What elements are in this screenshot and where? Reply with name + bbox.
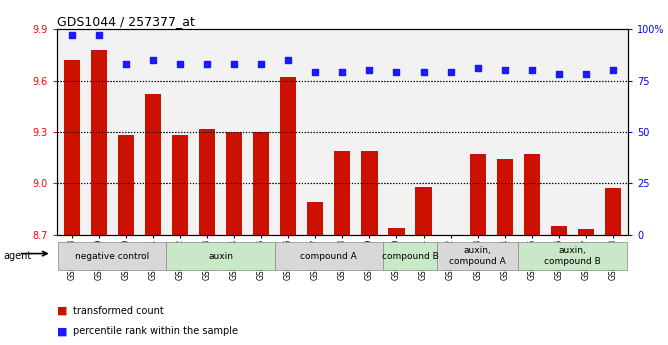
Point bbox=[337, 70, 348, 75]
Point bbox=[66, 33, 77, 38]
Bar bbox=[91, 50, 107, 235]
Text: ■: ■ bbox=[57, 306, 67, 315]
Point bbox=[283, 57, 293, 63]
Bar bbox=[334, 151, 351, 235]
Point bbox=[472, 66, 483, 71]
Text: GDS1044 / 257377_at: GDS1044 / 257377_at bbox=[57, 15, 194, 28]
Bar bbox=[524, 154, 540, 235]
Point bbox=[94, 33, 104, 38]
Text: negative control: negative control bbox=[75, 252, 150, 261]
Text: compound A: compound A bbox=[301, 252, 357, 261]
Bar bbox=[605, 188, 621, 235]
Bar bbox=[166, 242, 275, 270]
Point bbox=[174, 61, 185, 67]
Point bbox=[500, 68, 510, 73]
Bar bbox=[496, 159, 513, 235]
Text: percentile rank within the sample: percentile rank within the sample bbox=[73, 326, 238, 336]
Point bbox=[202, 61, 212, 67]
Bar bbox=[551, 226, 567, 235]
Bar bbox=[437, 242, 518, 270]
Bar bbox=[226, 132, 242, 235]
Point bbox=[391, 70, 402, 75]
Bar bbox=[307, 202, 323, 235]
Text: agent: agent bbox=[3, 251, 31, 261]
Bar bbox=[518, 242, 627, 270]
Text: ■: ■ bbox=[57, 326, 67, 336]
Point bbox=[526, 68, 537, 73]
Point bbox=[554, 72, 564, 77]
Bar bbox=[578, 229, 594, 235]
Point bbox=[228, 61, 239, 67]
Point bbox=[580, 72, 591, 77]
Text: auxin: auxin bbox=[208, 252, 233, 261]
Bar bbox=[118, 135, 134, 235]
Text: auxin,
compound B: auxin, compound B bbox=[544, 246, 601, 266]
Bar bbox=[415, 187, 432, 235]
Point bbox=[608, 68, 619, 73]
Bar bbox=[361, 151, 377, 235]
Bar bbox=[58, 242, 166, 270]
Text: auxin,
compound A: auxin, compound A bbox=[450, 246, 506, 266]
Text: transformed count: transformed count bbox=[73, 306, 164, 315]
Point bbox=[120, 61, 131, 67]
Bar bbox=[280, 77, 297, 235]
Point bbox=[364, 68, 375, 73]
Bar bbox=[199, 129, 215, 235]
Bar bbox=[442, 235, 459, 236]
Bar bbox=[63, 60, 79, 235]
Bar bbox=[275, 242, 383, 270]
Bar bbox=[388, 228, 405, 235]
Bar bbox=[172, 135, 188, 235]
Text: compound B: compound B bbox=[381, 252, 438, 261]
Bar bbox=[470, 154, 486, 235]
Bar bbox=[253, 132, 269, 235]
Point bbox=[256, 61, 267, 67]
Point bbox=[148, 57, 158, 63]
Point bbox=[418, 70, 429, 75]
Bar bbox=[145, 94, 161, 235]
Point bbox=[310, 70, 321, 75]
Bar bbox=[383, 242, 437, 270]
Point bbox=[446, 70, 456, 75]
